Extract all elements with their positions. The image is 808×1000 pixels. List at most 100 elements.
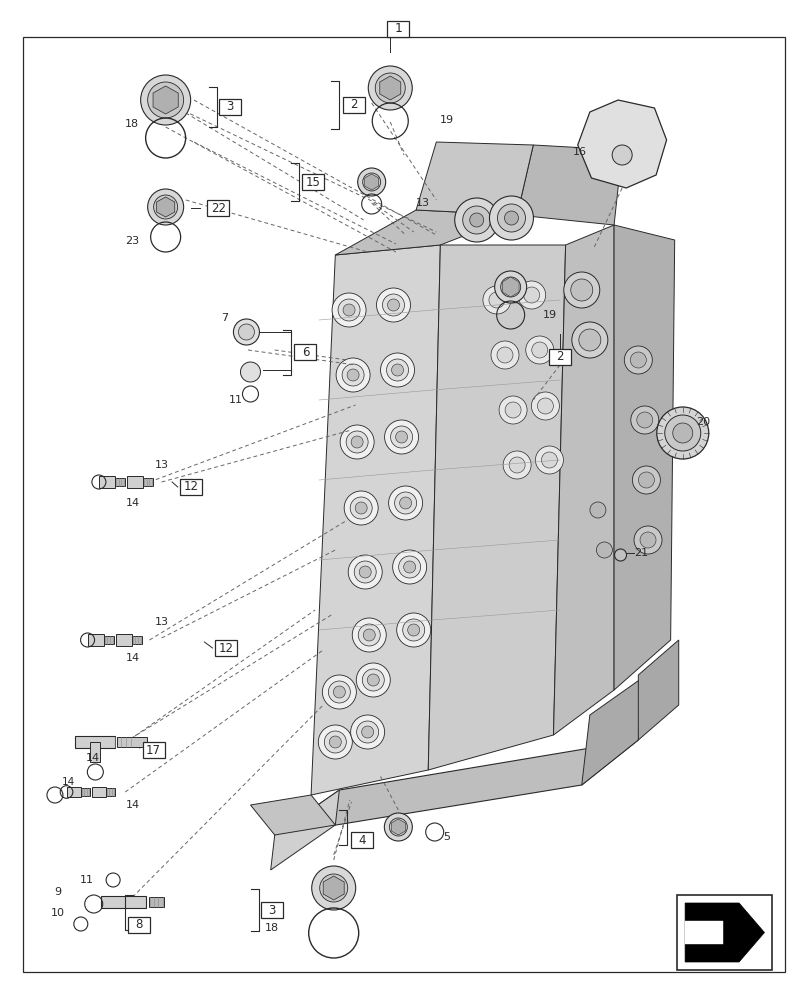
Circle shape: [579, 329, 601, 351]
Circle shape: [518, 281, 545, 309]
Bar: [207, 200, 229, 216]
Circle shape: [356, 502, 367, 514]
Circle shape: [489, 292, 505, 308]
Circle shape: [408, 624, 419, 636]
Circle shape: [354, 561, 377, 583]
Text: 11: 11: [80, 875, 95, 885]
Text: 22: 22: [211, 202, 225, 215]
Circle shape: [368, 674, 379, 686]
Bar: [116, 737, 147, 747]
Bar: [301, 174, 324, 190]
Circle shape: [362, 726, 373, 738]
Circle shape: [396, 431, 407, 443]
Circle shape: [358, 168, 385, 196]
Bar: [116, 634, 132, 646]
Circle shape: [524, 287, 540, 303]
Text: 20: 20: [696, 417, 710, 427]
Circle shape: [375, 73, 406, 103]
Circle shape: [673, 423, 692, 443]
Circle shape: [363, 173, 381, 191]
Circle shape: [503, 451, 531, 479]
Circle shape: [657, 407, 709, 459]
Circle shape: [148, 82, 183, 118]
Polygon shape: [614, 225, 675, 690]
Circle shape: [615, 549, 626, 561]
Text: 16: 16: [573, 147, 587, 157]
Circle shape: [398, 556, 421, 578]
Circle shape: [388, 299, 399, 311]
Polygon shape: [553, 225, 614, 735]
Circle shape: [332, 293, 366, 327]
Circle shape: [141, 75, 191, 125]
Circle shape: [537, 398, 553, 414]
Polygon shape: [271, 790, 339, 870]
Circle shape: [320, 874, 347, 902]
Circle shape: [638, 472, 654, 488]
Text: 6: 6: [301, 346, 309, 359]
Circle shape: [330, 736, 341, 748]
Circle shape: [633, 466, 660, 494]
Circle shape: [390, 426, 413, 448]
Text: 13: 13: [154, 617, 169, 627]
Circle shape: [596, 542, 612, 558]
Bar: [215, 640, 238, 656]
Circle shape: [665, 415, 701, 451]
Bar: [92, 787, 106, 797]
Text: 3: 3: [268, 904, 276, 916]
Polygon shape: [517, 145, 622, 225]
Circle shape: [377, 288, 410, 322]
Polygon shape: [275, 740, 638, 835]
Circle shape: [356, 721, 379, 743]
Circle shape: [631, 406, 659, 434]
Circle shape: [394, 492, 417, 514]
Bar: [99, 476, 115, 488]
Circle shape: [364, 629, 375, 641]
Text: 13: 13: [154, 460, 169, 470]
Bar: [127, 476, 143, 488]
Circle shape: [340, 425, 374, 459]
Bar: [87, 634, 103, 646]
Circle shape: [360, 566, 371, 578]
Bar: [180, 479, 203, 495]
Text: 23: 23: [124, 236, 139, 246]
Circle shape: [536, 446, 563, 474]
Text: 14: 14: [62, 777, 75, 787]
Circle shape: [385, 813, 412, 841]
Text: 14: 14: [86, 753, 100, 763]
Circle shape: [397, 613, 431, 647]
Polygon shape: [335, 210, 517, 255]
Text: 19: 19: [440, 115, 454, 125]
Polygon shape: [391, 819, 406, 835]
Circle shape: [541, 452, 558, 468]
Text: 2: 2: [350, 99, 358, 111]
Bar: [142, 742, 165, 758]
Text: 5: 5: [444, 832, 450, 842]
Bar: [128, 917, 150, 933]
Circle shape: [469, 213, 484, 227]
Bar: [90, 742, 100, 762]
Circle shape: [344, 491, 378, 525]
Polygon shape: [428, 245, 566, 770]
Circle shape: [385, 420, 419, 454]
Text: 14: 14: [126, 653, 141, 663]
Circle shape: [501, 277, 520, 297]
Circle shape: [455, 198, 499, 242]
Bar: [103, 636, 114, 644]
Circle shape: [343, 304, 355, 316]
Circle shape: [334, 686, 345, 698]
Circle shape: [389, 818, 407, 836]
Bar: [343, 97, 365, 113]
Circle shape: [504, 211, 519, 225]
Polygon shape: [582, 675, 646, 785]
Text: 1: 1: [394, 22, 402, 35]
Circle shape: [498, 204, 525, 232]
Circle shape: [154, 195, 178, 219]
Circle shape: [234, 319, 259, 345]
Text: 13: 13: [415, 198, 430, 208]
Text: 14: 14: [126, 800, 141, 810]
Text: 7: 7: [221, 313, 228, 323]
Polygon shape: [416, 142, 533, 215]
Bar: [677, 895, 772, 970]
Text: 8: 8: [135, 918, 143, 932]
Circle shape: [570, 279, 593, 301]
